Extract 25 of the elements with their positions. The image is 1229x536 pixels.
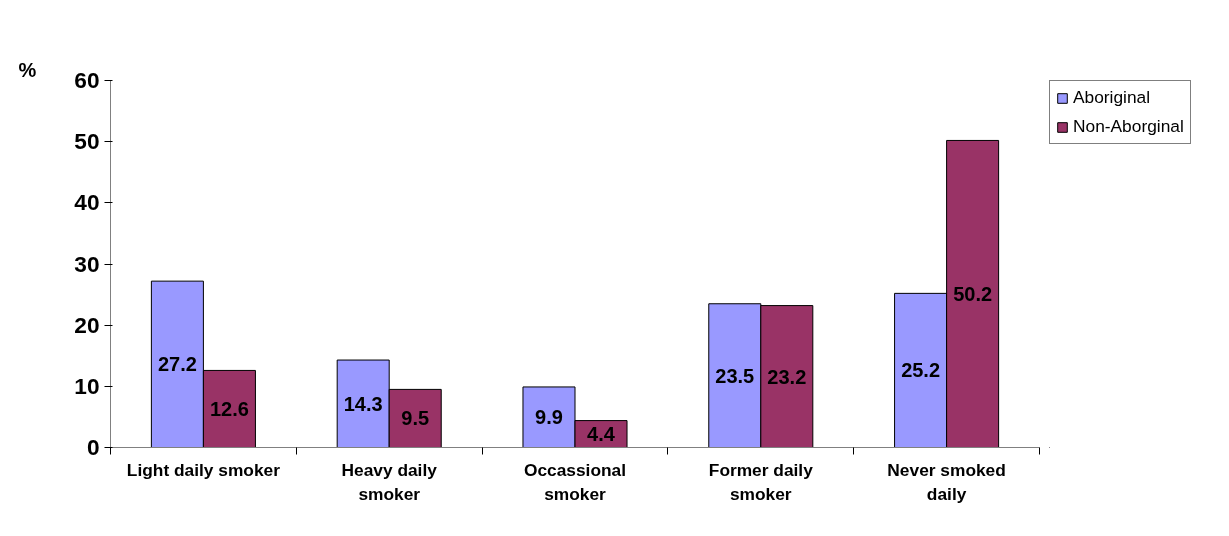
data-label: 50.2 [953, 282, 993, 305]
y-tick-label: 30 [74, 250, 100, 277]
y-tick-label: 60 [74, 67, 100, 93]
y-tick-label: 20 [74, 311, 100, 338]
x-tick-label: Occassional smoker [523, 459, 627, 504]
y-tick-label: 50 [74, 128, 100, 155]
data-label: 27.2 [157, 353, 197, 376]
x-tick-label: Former daily smoker [708, 459, 814, 504]
data-label: 9.9 [535, 406, 563, 429]
legend-label: Non-Aborginal [1073, 116, 1184, 137]
data-label: 23.2 [767, 365, 807, 388]
y-tick-label: 0 [86, 434, 100, 460]
data-label: 4.4 [587, 423, 616, 446]
data-label: 12.6 [209, 397, 249, 420]
data-label: 25.2 [901, 359, 941, 382]
data-label: 14.3 [343, 392, 383, 415]
data-label: 9.5 [401, 407, 430, 430]
y-tick-label: 10 [74, 372, 100, 399]
legend-label: Aboriginal [1073, 87, 1151, 108]
y-axis-title: % [18, 58, 37, 81]
data-label: 23.5 [715, 364, 755, 387]
x-tick-label: Heavy daily smoker [341, 459, 438, 504]
x-tick-label: Light daily smoker [126, 459, 281, 480]
y-tick-label: 40 [74, 189, 100, 216]
x-tick-label: Never smoked daily [887, 459, 1006, 504]
